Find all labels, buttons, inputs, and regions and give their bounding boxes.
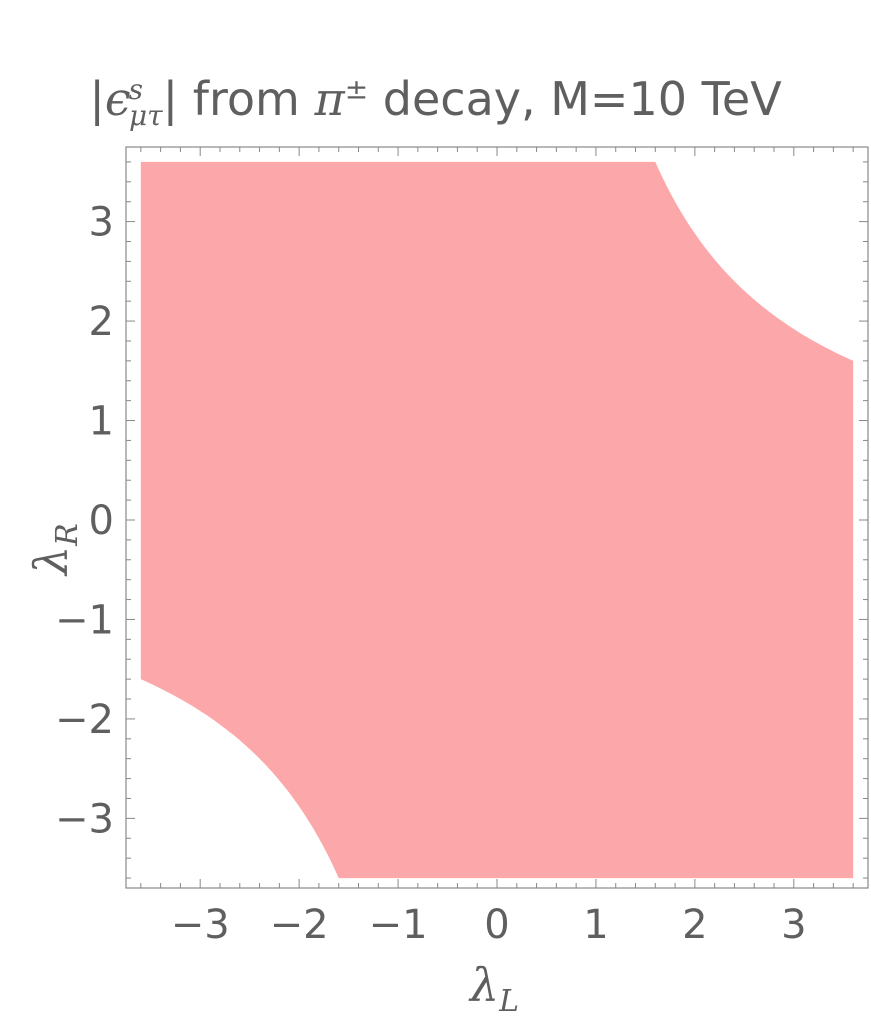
x-axis-symbol: λ (470, 958, 500, 1012)
y-axis-label: λR (24, 523, 85, 575)
x-axis-subscript: L (499, 984, 520, 1019)
chart-title: |ϵsμτ| from π± decay, M=10 TeV (0, 72, 871, 132)
x-tick-label: −2 (270, 902, 329, 948)
allowed-region (140, 161, 854, 879)
x-tick-label: 0 (484, 902, 509, 948)
title-pion-sup: ± (344, 72, 369, 106)
x-tick-label: 1 (583, 902, 608, 948)
x-tick-label: −1 (369, 902, 428, 948)
title-epsilon: ϵ (104, 72, 131, 126)
title-epsilon-sub: μτ (128, 99, 163, 133)
title-post: decay, M=10 TeV (368, 72, 782, 126)
title-pion: π (314, 72, 345, 126)
title-mid: | from (162, 72, 315, 126)
x-tick-label: −3 (171, 902, 230, 948)
y-axis-subscript: R (50, 523, 86, 546)
y-tick-label: −1 (55, 597, 114, 643)
y-tick-label: −3 (55, 796, 114, 842)
y-tick-label: 1 (89, 399, 114, 445)
title-bar-left: | (89, 72, 105, 126)
y-tick-label: 2 (89, 299, 114, 345)
y-tick-label: −2 (55, 697, 114, 743)
x-tick-label: 3 (781, 902, 806, 948)
y-tick-label: 3 (89, 200, 114, 246)
title-epsilon-sup: s (128, 72, 143, 106)
y-tick-label: 0 (89, 498, 114, 544)
y-axis-symbol: λ (24, 545, 78, 575)
x-tick-label: 2 (682, 902, 707, 948)
x-axis-label: λL (470, 958, 519, 1019)
